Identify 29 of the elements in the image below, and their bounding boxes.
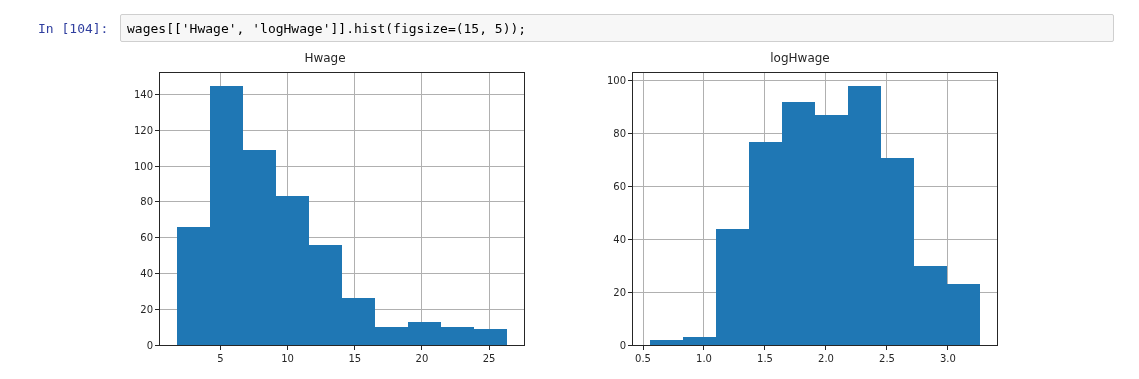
x-tick-label: 3.0 bbox=[940, 353, 956, 364]
text: In [104]: bbox=[38, 21, 109, 36]
x-tick-label: 2.0 bbox=[818, 353, 834, 364]
y-tick-label: 100 bbox=[133, 160, 153, 172]
x-tick-label: 5 bbox=[217, 353, 224, 364]
x-tick-label: 0.5 bbox=[635, 353, 651, 364]
y-tick-label: 80 bbox=[140, 196, 153, 208]
x-tick-label: 15 bbox=[348, 353, 362, 364]
x-tick-label: 10 bbox=[281, 353, 294, 364]
y-tick-label: 140 bbox=[133, 88, 153, 100]
y-tick-label: 40 bbox=[140, 267, 153, 279]
y-tick-label: 20 bbox=[140, 303, 153, 315]
x-tick-label: 1.5 bbox=[757, 353, 773, 364]
text: wages[['Hwage', 'logHwage']].hist(figsize=(15, 5)); bbox=[120, 14, 1114, 42]
y-tick-label: 60 bbox=[613, 181, 626, 193]
y-tick-label: 0 bbox=[619, 339, 626, 351]
y-tick-label: 0 bbox=[146, 339, 153, 351]
x-tick-label: 1.0 bbox=[696, 353, 712, 364]
y-tick-label: 120 bbox=[133, 124, 153, 136]
y-tick-label: 20 bbox=[613, 286, 626, 298]
y-tick-label: 80 bbox=[613, 128, 626, 140]
x-tick-label: 2.5 bbox=[879, 353, 895, 364]
y-tick-label: 100 bbox=[606, 75, 626, 87]
x-tick-label: 25 bbox=[482, 353, 496, 364]
y-tick-label: 40 bbox=[613, 233, 626, 245]
chart-title: Hwage bbox=[304, 51, 346, 66]
y-tick-label: 60 bbox=[140, 232, 153, 244]
x-tick-label: 20 bbox=[415, 353, 429, 364]
chart-title: logHwage bbox=[770, 51, 830, 66]
